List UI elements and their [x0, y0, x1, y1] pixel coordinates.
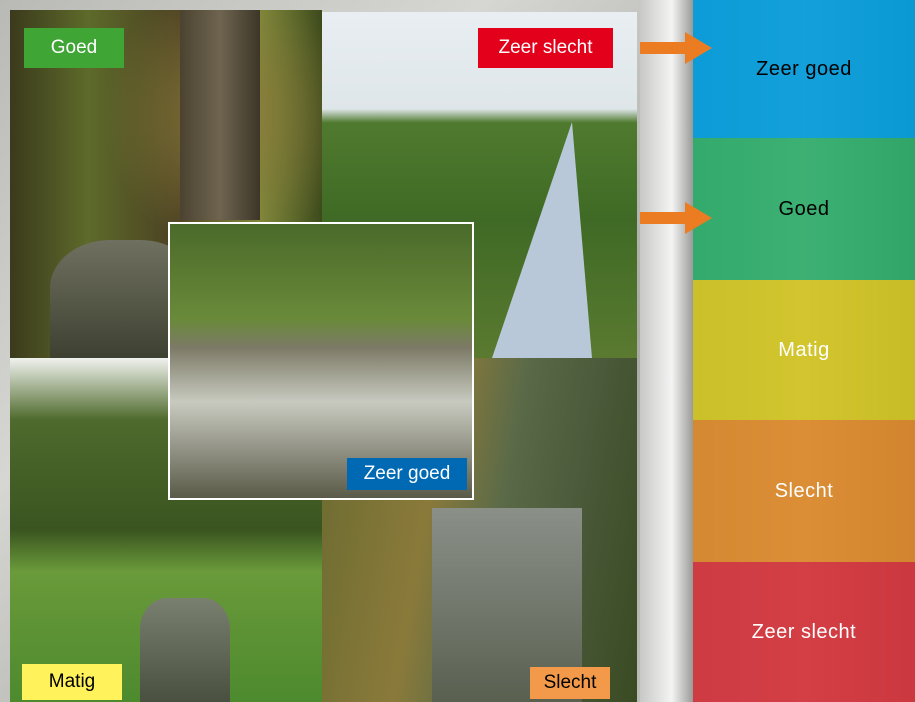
scale-band: Goed — [693, 138, 915, 280]
scale-band: Slecht — [693, 420, 915, 562]
stream — [140, 598, 230, 702]
photo-label: Matig — [22, 664, 122, 700]
canal-water — [492, 122, 592, 358]
scale-band: Zeer goed — [693, 0, 915, 138]
panel-shadow — [640, 0, 693, 702]
tree-trunk — [180, 10, 260, 220]
scale-band: Zeer slecht — [693, 562, 915, 702]
photo-label: Slecht — [530, 667, 610, 699]
photo-label: Zeer goed — [347, 458, 467, 490]
photo-label: Zeer slecht — [478, 28, 613, 68]
collage-page: Goed Zeer slecht Zeer goed Matig Slecht … — [0, 0, 915, 702]
scale-band: Matig — [693, 280, 915, 420]
photo-label: Goed — [24, 28, 124, 68]
